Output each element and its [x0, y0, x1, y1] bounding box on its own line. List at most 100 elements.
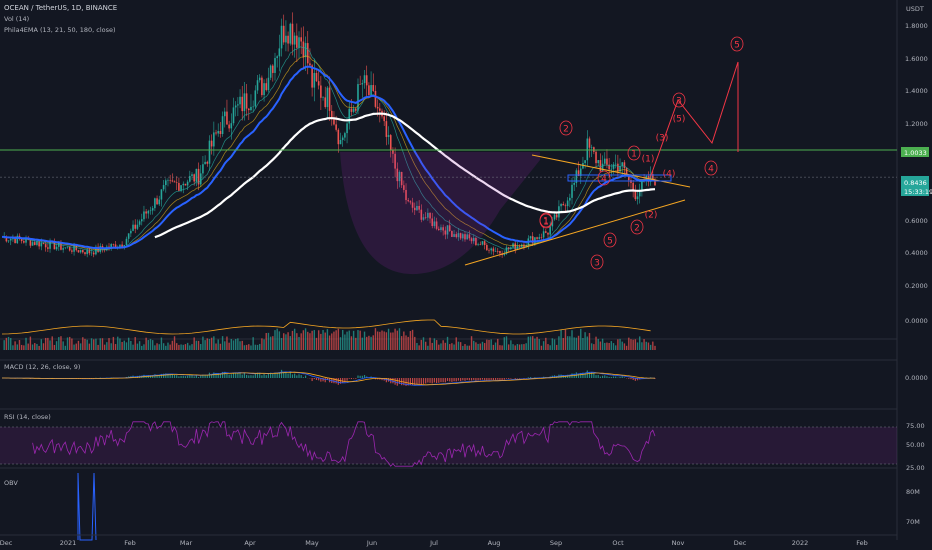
macd-bar	[427, 378, 429, 383]
macd-bar	[156, 375, 158, 378]
volume-bar	[169, 344, 171, 350]
volume-bar	[171, 340, 174, 350]
candle-body	[405, 189, 407, 201]
volume-bar	[60, 336, 62, 350]
volume-bar	[566, 336, 569, 350]
rsi-tick-label: 25.00	[906, 464, 925, 472]
volume-bar	[455, 337, 457, 350]
macd-bar	[442, 378, 444, 383]
symbol-legend[interactable]: OCEAN / TetherUS, 1D, BINANCE	[4, 4, 118, 12]
candle-body	[317, 81, 320, 86]
volume-bar	[138, 341, 141, 350]
macd-bar	[149, 375, 152, 378]
candle-body	[71, 250, 73, 252]
time-tick-label: 2022	[792, 539, 809, 547]
macd-bar	[241, 374, 243, 378]
volume-bar	[66, 337, 69, 350]
candle-body	[164, 180, 167, 186]
volume-bar	[27, 343, 29, 350]
macd-bar	[232, 372, 235, 378]
volume-bar	[331, 333, 333, 350]
volume-bar	[326, 329, 329, 350]
ema-legend[interactable]: Phila4EMA (13, 21, 50, 180, close)	[4, 26, 116, 34]
volume-bar	[481, 341, 484, 350]
candle-body	[182, 183, 185, 186]
candle-body	[12, 238, 14, 240]
candle-body	[623, 162, 626, 169]
candle-body	[344, 133, 346, 138]
volume-bar	[36, 343, 38, 350]
volume-bar	[189, 345, 191, 350]
volume-bar	[291, 330, 294, 350]
candle-body	[542, 231, 545, 238]
candle-body	[298, 37, 300, 48]
candle-body	[350, 108, 353, 112]
candle-body	[636, 196, 639, 200]
volume-bar	[93, 339, 95, 350]
volume-bar	[191, 344, 193, 350]
wave-label: (1)	[642, 155, 655, 165]
candle-body	[564, 205, 567, 207]
candle-body	[621, 162, 624, 167]
macd-legend[interactable]: MACD (12, 26, close, 9)	[4, 363, 81, 371]
candle-body	[171, 180, 174, 182]
volume-bar	[527, 336, 530, 350]
wave-label: 2	[563, 125, 569, 135]
candle-body	[396, 168, 399, 182]
volume-bar	[540, 345, 543, 350]
macd-bar	[610, 376, 612, 378]
macd-bar	[228, 374, 230, 378]
volume-bar	[40, 339, 43, 350]
candle-body	[232, 107, 235, 124]
candle-body	[7, 240, 10, 242]
macd-bar	[455, 378, 457, 382]
volume-bar	[431, 342, 433, 350]
candle-body	[588, 138, 591, 148]
rsi-legend[interactable]: RSI (14, close)	[4, 413, 51, 421]
volume-bar	[250, 345, 252, 350]
candle-body	[407, 200, 410, 202]
macd-bar	[230, 374, 232, 378]
volume-bar	[470, 336, 473, 350]
volume-bar	[435, 340, 438, 350]
candle-body	[62, 248, 64, 250]
macd-bar	[169, 374, 171, 378]
candle-body	[429, 212, 431, 219]
volume-bar	[512, 344, 514, 350]
macd-bar	[318, 378, 320, 381]
volume-legend[interactable]: Vol (14)	[4, 15, 30, 23]
volume-bar	[479, 343, 481, 350]
volume-bar	[274, 330, 276, 350]
time-tick-label: Sep	[550, 539, 562, 547]
candle-body	[29, 239, 32, 246]
volume-bar	[156, 343, 158, 350]
macd-bar	[302, 377, 304, 378]
volume-bar	[433, 338, 436, 350]
candle-body	[302, 41, 305, 58]
volume-bar	[215, 343, 217, 350]
candle-body	[191, 174, 193, 176]
wave-label-circle	[603, 232, 617, 248]
obv-legend[interactable]: OBV	[4, 479, 18, 487]
macd-bar	[503, 378, 505, 380]
candle-body	[82, 250, 84, 253]
volume-bar	[75, 343, 77, 350]
volume-bar	[241, 340, 243, 350]
volume-bar	[224, 341, 226, 350]
candle-body	[400, 171, 403, 186]
macd-bar	[182, 375, 184, 378]
candle-body	[601, 163, 604, 172]
volume-bar	[497, 338, 499, 350]
macd-bar	[252, 375, 254, 378]
volume-bar	[248, 344, 250, 350]
countdown-label: 15:33:19	[904, 188, 932, 196]
candle-body	[531, 236, 534, 244]
macd-bar	[425, 378, 427, 384]
volume-bar	[612, 343, 615, 350]
volume-bar	[361, 337, 364, 350]
macd-bar	[630, 378, 632, 380]
volume-bar	[29, 336, 32, 350]
volume-bar	[23, 345, 25, 350]
range-box	[567, 174, 672, 182]
